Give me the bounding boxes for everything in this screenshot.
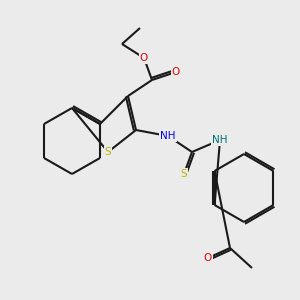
Text: S: S [181,169,187,179]
Text: NH: NH [160,131,176,141]
Text: O: O [172,67,180,77]
Text: S: S [105,147,111,157]
Text: O: O [140,53,148,63]
Text: O: O [204,253,212,263]
Text: NH: NH [212,135,228,145]
